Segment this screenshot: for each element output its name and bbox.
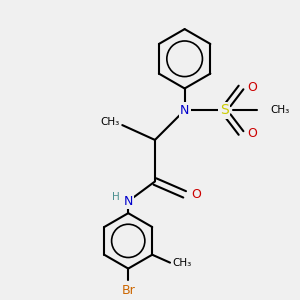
Text: Br: Br bbox=[122, 284, 135, 297]
Text: O: O bbox=[247, 127, 257, 140]
Text: O: O bbox=[247, 81, 257, 94]
Text: N: N bbox=[180, 104, 189, 117]
Text: H: H bbox=[112, 192, 119, 202]
Text: O: O bbox=[192, 188, 201, 201]
Text: N: N bbox=[124, 195, 133, 208]
Text: CH₃: CH₃ bbox=[101, 117, 120, 127]
Text: S: S bbox=[220, 103, 229, 117]
Text: CH₃: CH₃ bbox=[172, 258, 191, 268]
Text: CH₃: CH₃ bbox=[271, 105, 290, 115]
